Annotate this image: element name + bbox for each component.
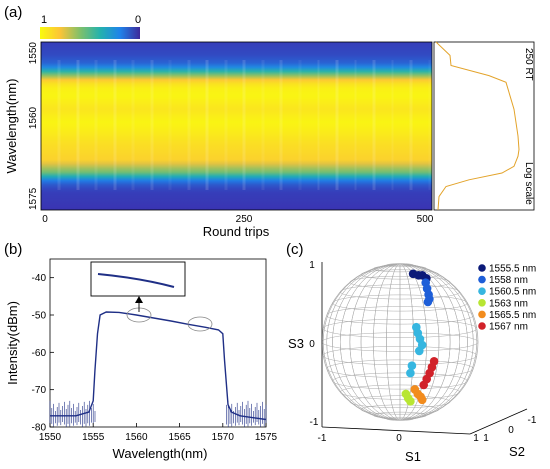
spectrum-x-tick: 1555 (82, 432, 105, 443)
spectrum-y-tick: -60 (32, 348, 47, 359)
panel-a: (a) 1 0 1550 1560 1575 Wavelength(nm) 0 … (4, 4, 535, 239)
spectrum-x-tick: 1575 (255, 432, 278, 443)
legend-label: 1558 nm (489, 275, 528, 286)
legend-label: 1560.5 nm (489, 287, 536, 298)
legend-label: 1567 nm (489, 322, 528, 333)
heatmap-streaks (41, 60, 431, 190)
sphere-parallel (339, 284, 461, 300)
stokes-point (429, 357, 439, 366)
sphere-parallel (360, 269, 440, 280)
stokes-point (423, 297, 433, 307)
sphere-parallel (322, 318, 478, 338)
panel-b-label: (b) (4, 241, 22, 258)
legend-label: 1563 nm (489, 298, 528, 309)
s3-tick-mid: 0 (309, 339, 315, 350)
side-profile-line (435, 41, 520, 211)
spectrum-y-tick: -70 (32, 385, 47, 396)
sphere-parallel (360, 404, 440, 415)
zoom-arrow-head (135, 296, 143, 303)
spectrum-x-axis-label: Wavelength(nm) (113, 446, 208, 461)
spectrum-x-tick: 1550 (39, 432, 62, 443)
zoom-marker-ellipse-right (187, 316, 213, 332)
heatmap-frame (40, 41, 433, 211)
stokes-point (406, 368, 415, 378)
panel-a-label: (a) (4, 4, 22, 21)
spectrum-y-tick: -50 (32, 311, 47, 322)
colorbar-max-label: 0 (135, 14, 141, 26)
heatmap-x-tick-500: 500 (417, 214, 434, 225)
sphere-axes (321, 262, 528, 435)
stokes-point (406, 397, 415, 406)
heatmap-y-tick-1550: 1550 (28, 42, 39, 65)
spectrum-x-tick: 1560 (125, 432, 148, 443)
spectrum-noise (49, 400, 267, 427)
legend-marker (478, 299, 486, 307)
s2-axis-label: S2 (509, 444, 525, 459)
legend-marker (478, 275, 486, 284)
heatmap-y-tick-1560: 1560 (28, 106, 39, 129)
heatmap-x-tick-250: 250 (236, 214, 253, 225)
stokes-point (417, 395, 427, 405)
legend-label: 1565.5 nm (489, 310, 536, 321)
heatmap-x-axis-label: Round trips (203, 224, 270, 239)
heatmap-x-tick-0: 0 (42, 214, 48, 225)
spectrum-y-axis-label: Intensity(dBm) (5, 301, 20, 385)
s2-tick-1: 1 (483, 433, 489, 444)
sphere-parallel (349, 395, 451, 409)
side-profile-top-text: 250 RT (523, 48, 534, 81)
side-profile-frame (433, 41, 535, 211)
colorbar-min-label: 1 (41, 14, 47, 26)
spectrum-y-tick: -40 (32, 273, 47, 284)
side-profile-bottom-text: Log scale (523, 162, 534, 205)
sphere-parallel (322, 346, 478, 366)
spectrum-x-ticks: 1550 1555 1560 1565 1570 1575 (39, 423, 278, 443)
poincare-sphere (321, 263, 479, 421)
legend-label: 1555.5 nm (489, 264, 536, 275)
sphere-parallel (332, 294, 468, 312)
s2-tick-0: 0 (508, 425, 514, 436)
zoom-inset-curve (97, 273, 175, 288)
sphere-parallel (326, 359, 474, 378)
colorbar (40, 27, 140, 39)
sphere-parallel (332, 372, 468, 390)
s3-tick-top: 1 (309, 260, 315, 271)
spectrum-y-tick: -80 (32, 423, 47, 434)
stokes-points (401, 269, 439, 406)
s3-tick-bottom: -1 (310, 417, 319, 428)
spectrum-line (50, 311, 267, 421)
spectrum-x-tick: 1565 (168, 432, 191, 443)
panel-c: (c) 1 0 -1 S3 -1 0 1 S1 1 0 -1 S2 1555.5… (286, 241, 537, 464)
spectrum-x-tick: 1570 (212, 432, 235, 443)
s1-axis-label: S1 (405, 449, 421, 464)
spectrum-y-ticks: -40 -50 -60 -70 -80 (32, 273, 54, 434)
s1-tick-right: 1 (473, 433, 479, 444)
legend-marker (478, 264, 486, 272)
panel-c-label: (c) (286, 241, 304, 258)
legend-marker (478, 287, 486, 296)
stokes-point (415, 346, 424, 356)
s1-tick-mid: 0 (396, 433, 402, 444)
sphere-parallel (339, 384, 461, 400)
s3-axis-label: S3 (288, 336, 304, 351)
sphere-parallel (326, 306, 474, 325)
heatmap-area (41, 42, 432, 210)
sphere-parallel (349, 275, 451, 289)
legend-marker (478, 310, 486, 319)
legend-marker (478, 322, 486, 330)
s1-tick-left: -1 (318, 433, 327, 444)
s2-tick-minus1: -1 (528, 415, 537, 426)
heatmap-y-axis-label: Wavelength(nm) (4, 79, 19, 174)
heatmap-y-tick-1575: 1575 (28, 187, 39, 210)
sphere-meridian (322, 263, 478, 421)
panel-b: (b) -40 -50 -60 -70 -80 1550 1555 1560 1565 1570… (4, 241, 278, 461)
stokes-point (407, 361, 417, 371)
